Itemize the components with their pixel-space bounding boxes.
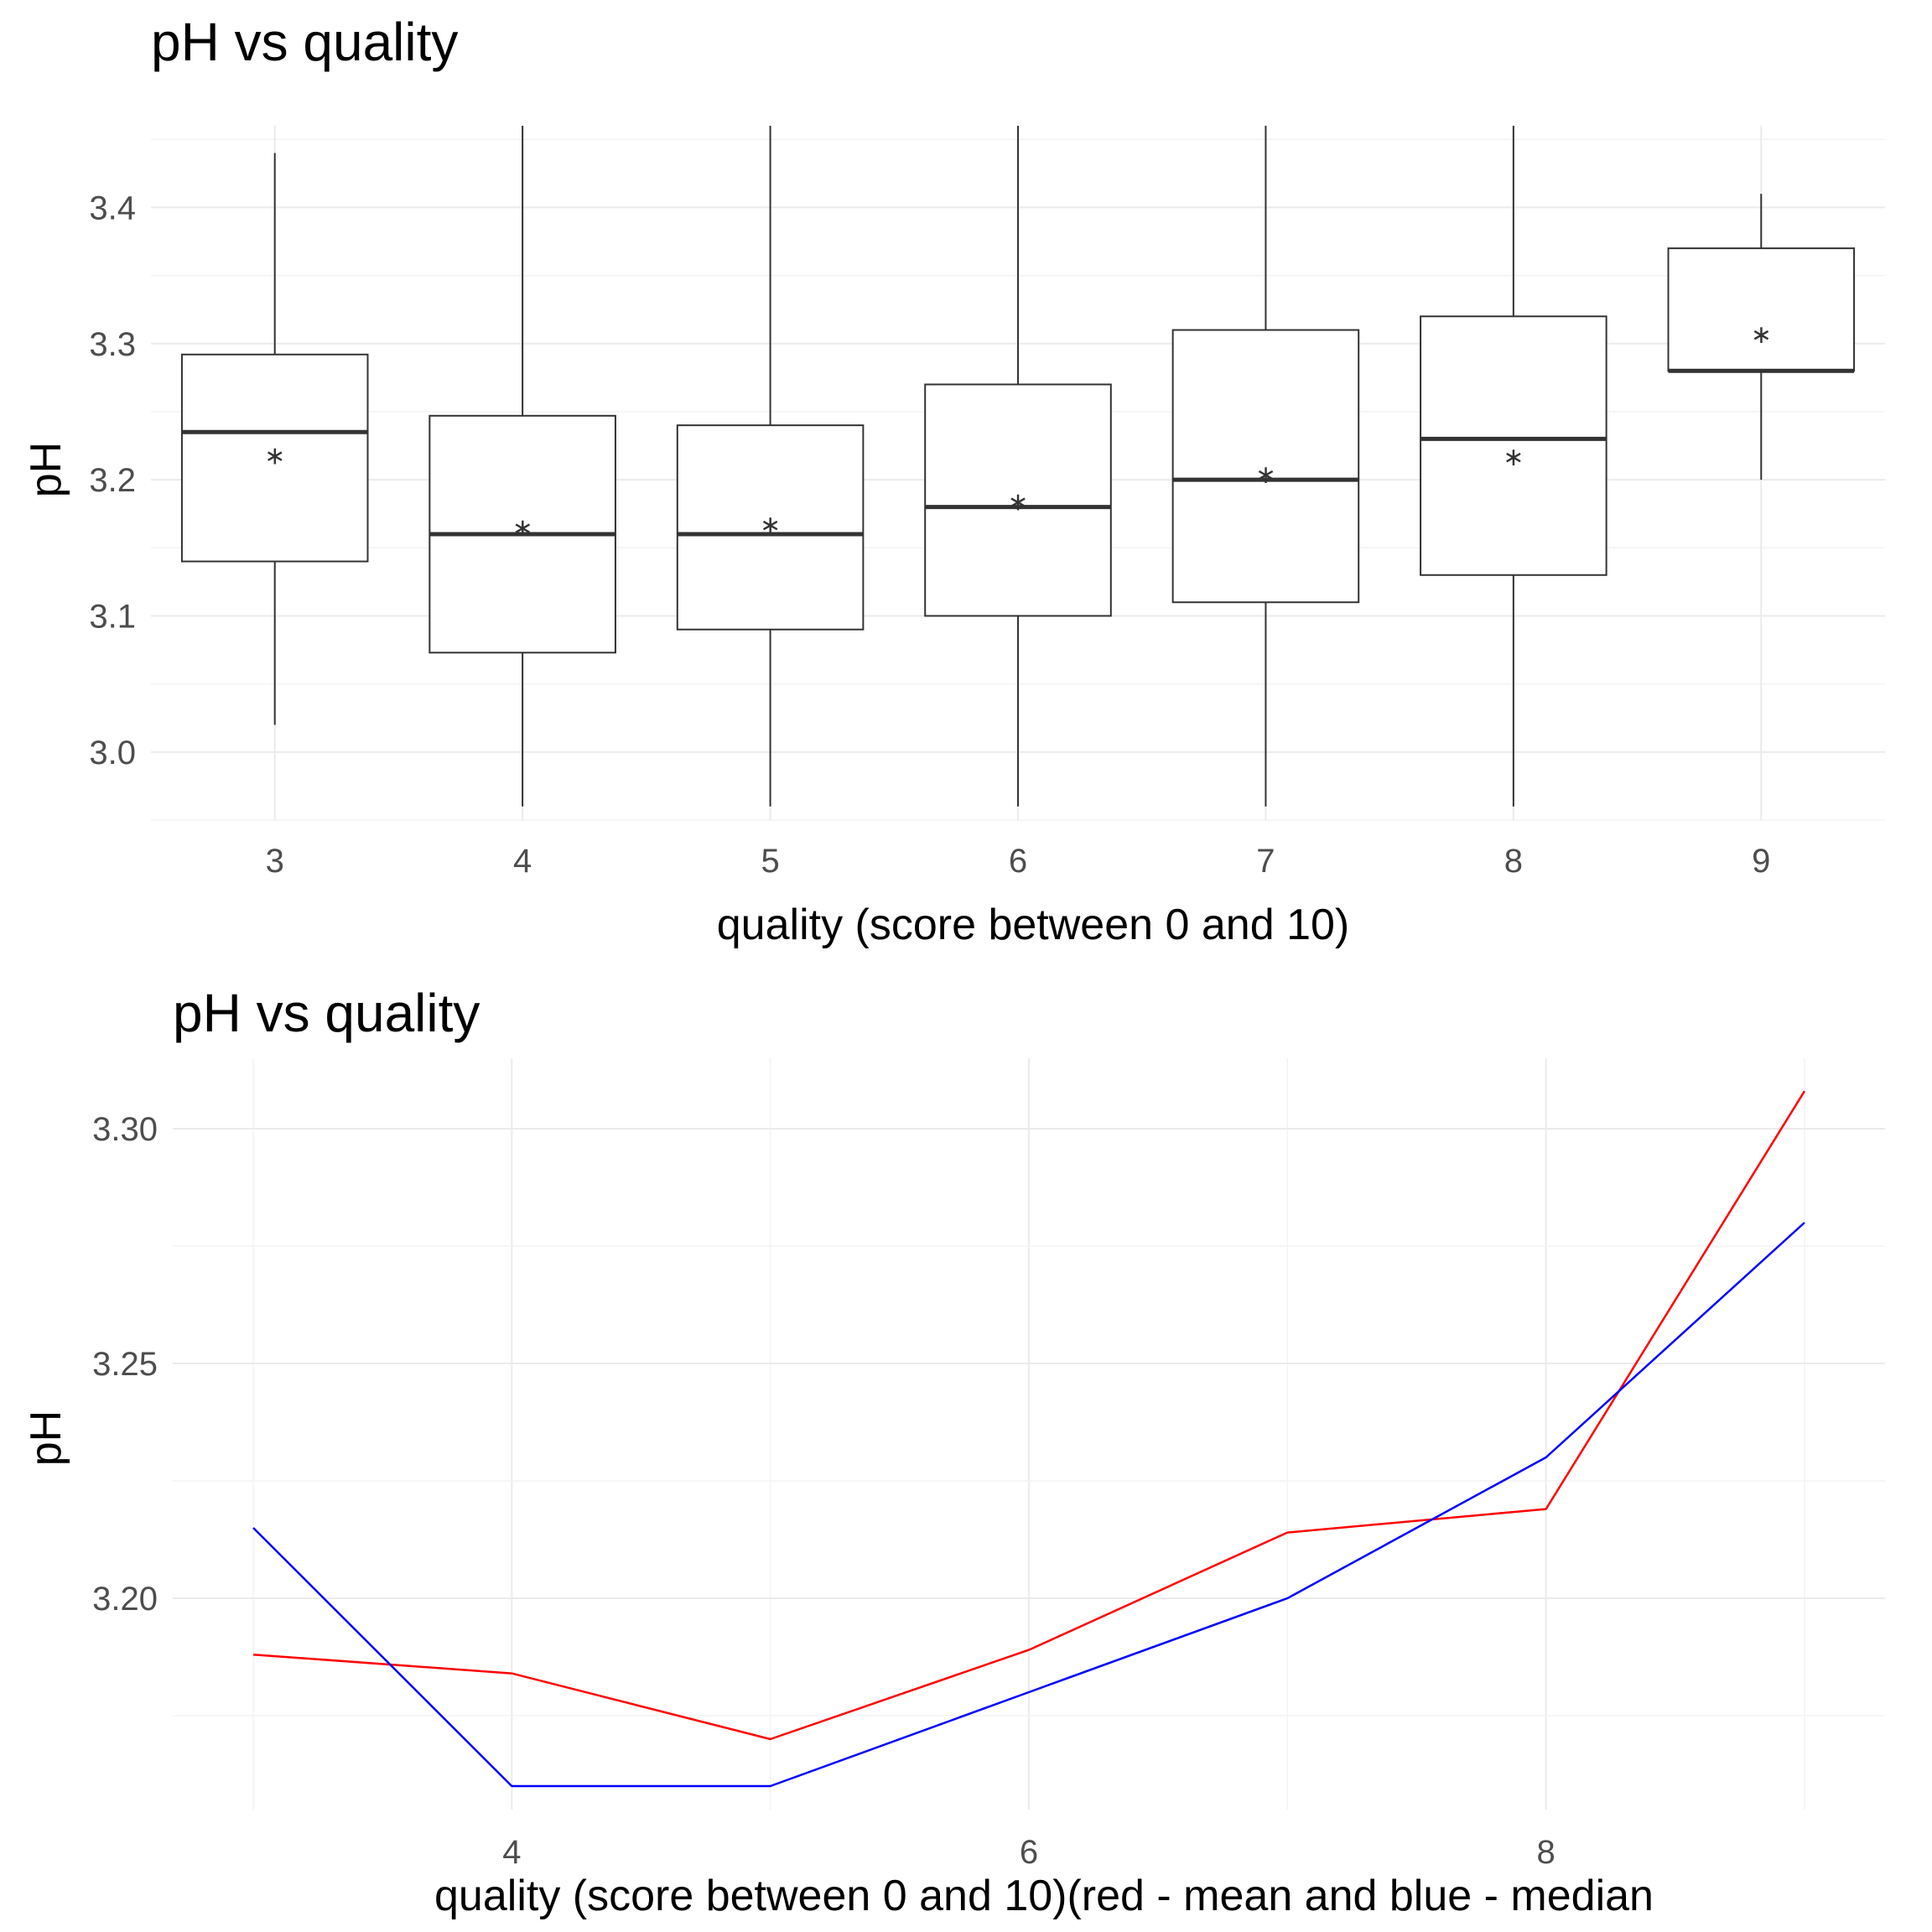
x-tick-label: 8 [1537, 1834, 1555, 1871]
box-iqr [924, 383, 1112, 617]
box-7: ∗ [1171, 126, 1360, 807]
box-9: ∗ [1667, 194, 1856, 480]
box-iqr [1171, 329, 1360, 604]
line-chart-x-tick-labels: 4 6 8 [502, 1834, 1555, 1871]
x-tick-label: 8 [1504, 843, 1523, 880]
mean-line [252, 1090, 1806, 1741]
box-iqr [180, 353, 369, 563]
box-iqr [1667, 247, 1856, 372]
y-tick-label: 3.1 [89, 598, 136, 635]
boxplot-title: pH vs quality [151, 12, 458, 72]
x-tick-label: 6 [1009, 843, 1027, 880]
x-tick-label: 4 [502, 1834, 521, 1871]
box-iqr [676, 424, 865, 631]
x-tick-label: 5 [761, 843, 779, 880]
mean-marker: ∗ [1255, 461, 1276, 489]
box-8: ∗ [1420, 126, 1607, 807]
box-6: ∗ [924, 126, 1112, 807]
box-5: ∗ [676, 126, 865, 807]
mean-marker: ∗ [1007, 488, 1028, 516]
boxplot-x-axis-label: quality (score between 0 and 10) [717, 901, 1349, 949]
line-chart-x-axis-label: quality (score between 0 and 10)(red - m… [434, 1872, 1654, 1920]
mean-marker: ∗ [1503, 444, 1524, 471]
x-tick-label: 4 [513, 843, 532, 880]
line-chart-gridlines [173, 1058, 1885, 1810]
mean-marker: ∗ [512, 514, 533, 542]
mean-marker: ∗ [264, 442, 285, 470]
y-tick-label: 3.20 [92, 1581, 158, 1618]
x-tick-label: 6 [1020, 1834, 1038, 1871]
y-tick-label: 3.2 [89, 462, 136, 499]
x-tick-label: 3 [266, 843, 284, 880]
median-line [252, 1222, 1805, 1788]
x-tick-label: 7 [1256, 843, 1275, 880]
line-chart-y-tick-labels: 3.20 3.25 3.30 [92, 1111, 158, 1618]
x-tick-label: 9 [1752, 843, 1770, 880]
y-tick-label: 3.30 [92, 1111, 158, 1148]
y-tick-label: 3.25 [92, 1346, 158, 1383]
mean-marker: ∗ [760, 512, 781, 539]
boxplot-x-tick-labels: 3 4 5 6 7 8 9 [266, 843, 1771, 880]
y-tick-label: 3.3 [89, 326, 136, 363]
line-panel: pH vs quality 3.20 3.25 3.30 4 6 8 quality (… [22, 983, 1885, 1920]
line-chart-title: pH vs quality [173, 983, 480, 1043]
boxplot-y-axis-label: pH [22, 442, 70, 497]
box-4: ∗ [428, 126, 616, 807]
line-chart-series [252, 1090, 1806, 1788]
mean-marker: ∗ [1751, 321, 1772, 349]
y-tick-label: 3.4 [89, 190, 136, 226]
boxplot-y-tick-labels: 3.0 3.1 3.2 3.3 3.4 [89, 190, 136, 771]
boxplot-boxes: ∗ ∗ ∗ ∗ ∗ ∗ ∗ [180, 126, 1856, 807]
box-3: ∗ [180, 153, 369, 725]
y-tick-label: 3.0 [89, 735, 136, 771]
box-iqr [1420, 315, 1607, 576]
boxplot-panel: pH vs quality ∗ ∗ ∗ ∗ ∗ ∗ ∗ 3.0 3.1 3.2 3.3 3.4 3 4… [22, 12, 1885, 949]
line-chart-y-axis-label: pH [22, 1410, 70, 1466]
